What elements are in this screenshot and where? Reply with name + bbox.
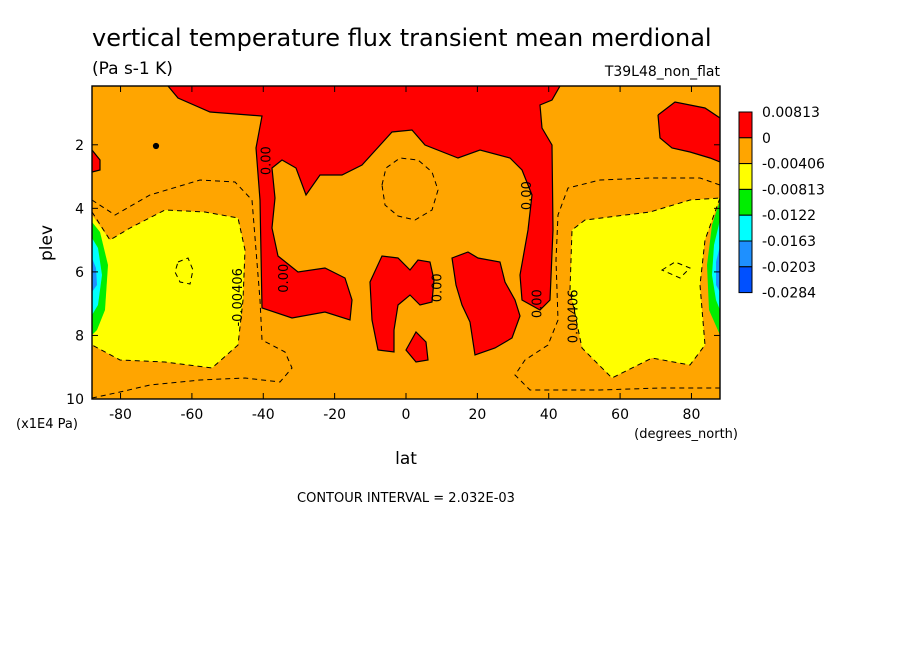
legend-level-label: -0.00813	[762, 182, 825, 198]
contour-zero-center-left	[369, 255, 435, 353]
x-tick-label: -40	[252, 407, 275, 423]
legend-level-label: -0.0203	[762, 260, 816, 276]
field-blue-north	[716, 246, 720, 292]
x-tick-label: -20	[323, 407, 346, 423]
field-blue-south	[92, 258, 97, 292]
contour-zero-center-right	[451, 251, 521, 356]
legend-swatch	[738, 240, 753, 268]
legend-level-label: -0.0122	[762, 208, 816, 224]
contour-zero-dot	[152, 142, 160, 150]
legend-swatch	[738, 214, 753, 242]
y-tick-label: 8	[75, 328, 84, 344]
contour-zero-top	[167, 86, 561, 321]
legend-swatch	[738, 111, 753, 139]
y-tick-label: 2	[75, 138, 84, 154]
axes: -80 -60 -40 -20 0 20 40 60 80 2 4 6 8 10	[66, 86, 720, 423]
contour-neg-outer-south	[92, 179, 293, 399]
x-axis-title: lat	[395, 449, 417, 469]
contour-neg-outer-north	[514, 177, 720, 391]
contour-label: 0.00	[531, 289, 546, 318]
legend-level-label: 0	[762, 131, 771, 147]
legend-level-label: -0.0163	[762, 234, 816, 250]
x-tick-label: 0	[402, 407, 411, 423]
field-red-top	[168, 86, 560, 320]
field-red-small-blob	[406, 332, 428, 362]
contour-interval: CONTOUR INTERVAL = 2.032E-03	[297, 491, 515, 506]
color-legend: 0.00813 0 -0.00406 -0.00813 -0.0122 -0.0163 -0…	[738, 105, 825, 302]
contour-neg-inner-south	[174, 257, 194, 285]
contour-label: 0.00	[431, 273, 446, 302]
contour-neg-yellow-south	[92, 209, 246, 369]
plot-area: 0.00 0.00 -0.00406 0.00 0.00 0.00 0.00406	[92, 86, 720, 399]
dataset-label: T39L48_non_flat	[604, 64, 721, 80]
field-red-center-right	[452, 252, 520, 355]
legend-level-label: 0.00813	[762, 105, 820, 121]
field-yellow-south	[92, 210, 245, 368]
field-yellow-north	[570, 198, 720, 378]
legend-level-label: -0.0284	[762, 286, 816, 302]
x-tick-label: -60	[180, 407, 203, 423]
contour-label: 0.00	[259, 146, 274, 175]
legend-level-label: -0.00406	[762, 157, 825, 173]
y-tick-label: 10	[66, 392, 84, 408]
legend-swatch	[738, 266, 753, 294]
contour-label: 0.00406	[566, 289, 581, 343]
chart-units: (Pa s-1 K)	[92, 59, 173, 79]
contour-zero-north	[657, 101, 720, 163]
field-cyan-south	[92, 238, 102, 315]
chart-title: vertical temperature flux transient mean…	[92, 24, 712, 52]
x-tick-label: 20	[468, 407, 486, 423]
contour-label: -0.00406	[231, 268, 246, 326]
legend-swatch	[738, 188, 753, 216]
contour-zero-small	[405, 331, 429, 363]
contour-neg-inner-north	[660, 261, 691, 279]
y-tick-label: 4	[75, 201, 84, 217]
contour-label: 0.00	[277, 264, 292, 293]
contour-neg-center-top	[381, 157, 439, 221]
legend-swatch	[738, 163, 753, 190]
contour-labels: 0.00 0.00 -0.00406 0.00 0.00 0.00 0.00406	[231, 146, 581, 343]
x-tick-label: 40	[540, 407, 558, 423]
contour-label: 0.00	[520, 181, 535, 210]
field-red-west-edge	[92, 150, 100, 172]
field-red-center-left	[370, 256, 434, 352]
x-tick-label: 80	[683, 407, 701, 423]
contour-neg-yellow-north	[569, 197, 720, 379]
x-axis-units: (degrees_north)	[634, 427, 738, 442]
field-red-north	[658, 102, 720, 162]
y-tick-label: 6	[75, 265, 84, 281]
x-tick-label: -80	[109, 407, 132, 423]
y-axis-title: plev	[37, 225, 57, 261]
y-axis-units: (x1E4 Pa)	[16, 417, 78, 432]
x-tick-label: 60	[611, 407, 629, 423]
contour-zero-west	[92, 149, 101, 173]
legend-swatch	[738, 137, 753, 165]
